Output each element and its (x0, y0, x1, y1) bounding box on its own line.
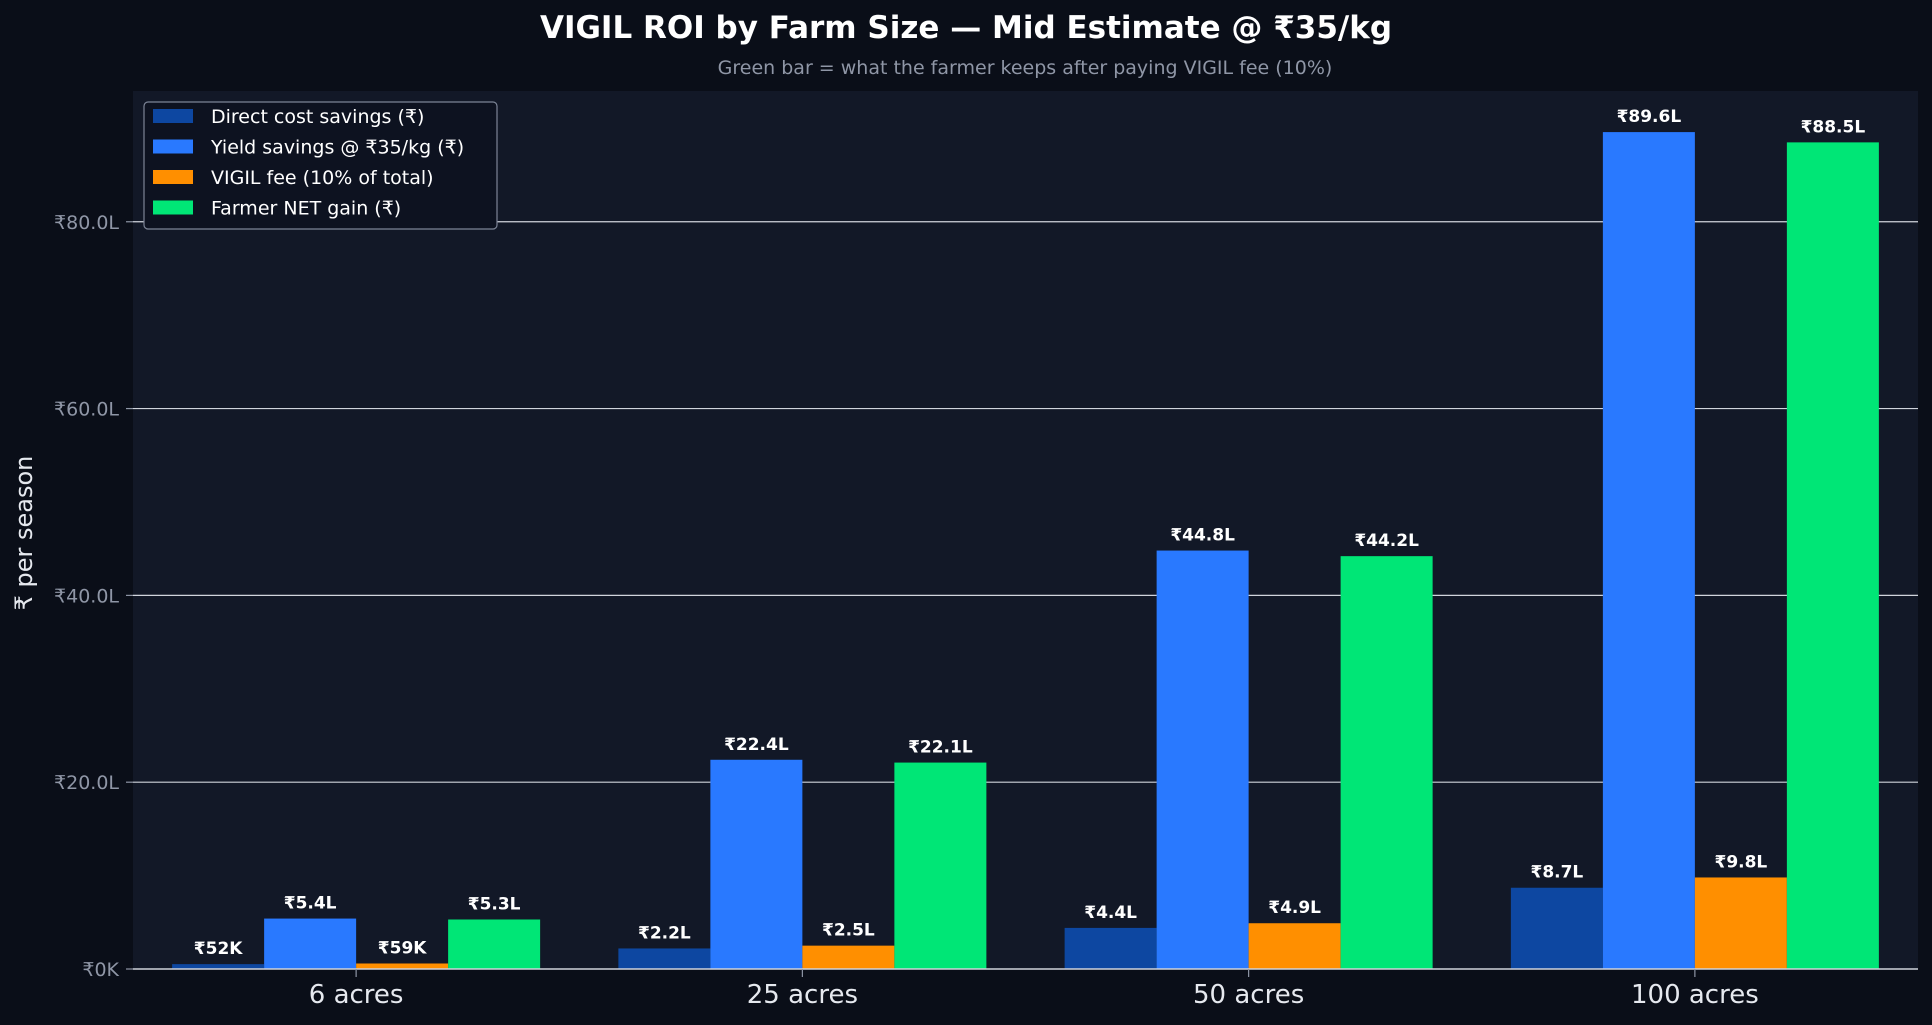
legend-entry: VIGIL fee (10% of total) (211, 167, 434, 189)
data-label: ₹44.2L (1354, 531, 1419, 551)
data-label: ₹52K (194, 939, 243, 959)
bar (894, 762, 987, 969)
data-label: ₹4.9L (1268, 898, 1321, 918)
data-label: ₹2.2L (638, 923, 691, 943)
data-label: ₹88.5L (1801, 117, 1866, 137)
data-label: ₹22.4L (724, 735, 789, 755)
x-tick-label: 50 acres (1193, 980, 1304, 1010)
legend-swatch (153, 109, 193, 123)
x-tick-label: 6 acres (309, 980, 404, 1010)
data-label: ₹5.4L (284, 894, 337, 914)
bar (1064, 927, 1157, 969)
bar (1340, 556, 1433, 969)
legend-entry: Yield savings @ ₹35/kg (₹) (210, 137, 464, 159)
bar (172, 964, 265, 969)
bar (1786, 142, 1879, 970)
bar (448, 919, 541, 969)
data-label: ₹89.6L (1617, 107, 1682, 127)
y-tick-label: ₹20.0L (54, 772, 119, 794)
y-tick-label: ₹0K (82, 959, 119, 981)
bar (1602, 132, 1695, 969)
legend: Direct cost savings (₹) Yield savings @ ₹… (143, 101, 498, 230)
legend-swatch (153, 170, 193, 184)
bars-group (172, 132, 1879, 970)
x-tick-label: 25 acres (747, 980, 858, 1010)
bar (710, 759, 803, 969)
bar (1510, 887, 1603, 969)
legend-swatch (153, 139, 193, 154)
bar (356, 963, 449, 969)
y-tick-label: ₹80.0L (54, 212, 119, 234)
data-label: ₹22.1L (908, 738, 973, 758)
y-tick-label: ₹40.0L (54, 585, 119, 607)
data-labels-group: ₹52K ₹5.4L ₹59K ₹5.3L ₹2.2L ₹22.4L ₹2.5L ₹22.1L… (194, 107, 1866, 959)
chart-subtitle: Green bar = what the farmer keeps after … (718, 57, 1333, 79)
legend-entry: Farmer NET gain (₹) (211, 198, 401, 220)
legend-box (143, 101, 498, 230)
chart-title: VIGIL ROI by Farm Size — Mid Estimate @ … (540, 10, 1392, 46)
bar (1694, 877, 1787, 969)
bar (264, 918, 357, 969)
bar (1248, 923, 1341, 969)
x-tick-label: 100 acres (1631, 980, 1759, 1010)
data-label: ₹59K (378, 938, 427, 958)
axes-group: ₹0K ₹20.0L ₹40.0L ₹60.0L ₹80.0L 6 acres 25 acr… (54, 212, 1918, 1010)
bar (802, 945, 895, 969)
bar (1156, 550, 1249, 969)
data-label: ₹44.8L (1170, 526, 1235, 546)
data-label: ₹2.5L (822, 921, 875, 941)
legend-entry: Direct cost savings (₹) (211, 106, 424, 128)
y-tick-label: ₹60.0L (54, 399, 119, 421)
y-axis-label: ₹ per season (10, 456, 38, 611)
data-label: ₹9.8L (1714, 852, 1767, 872)
data-label: ₹4.4L (1084, 903, 1137, 923)
legend-swatch (153, 200, 193, 215)
data-label: ₹8.7L (1530, 863, 1583, 883)
bar (618, 948, 711, 969)
data-label: ₹5.3L (468, 894, 521, 914)
